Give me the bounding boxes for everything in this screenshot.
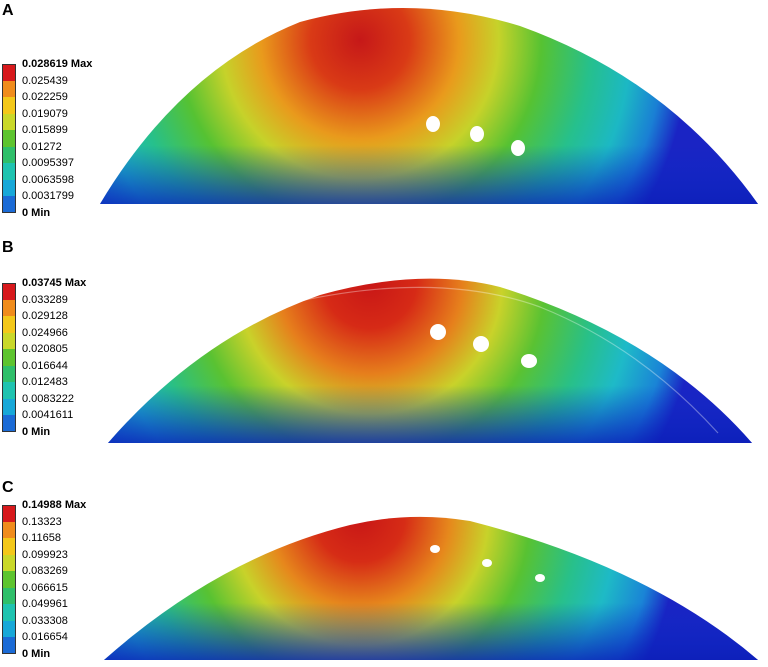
legend-label: 0.066615 (22, 581, 68, 594)
legend-swatch (2, 505, 16, 522)
hole (482, 559, 492, 567)
panel-c: C 0.14988 Max 0.13323 0.11658 0.099923 0.083… (0, 477, 768, 667)
legend-label: 0.029128 (22, 310, 68, 322)
legend-swatch (2, 382, 16, 399)
legend-label: 0.14988 Max (22, 499, 87, 511)
legend-label: 0.01272 (22, 140, 62, 153)
legend-swatch (2, 179, 16, 196)
legend-label: 0.016644 (22, 359, 68, 372)
legend-swatch (2, 604, 16, 621)
legend-label: 0.012483 (22, 376, 68, 388)
legend-swatch (2, 365, 16, 382)
legend-label: 0.0041611 (22, 409, 74, 421)
legend-label: 0.11658 (22, 532, 61, 544)
legend-label: 0.025439 (22, 74, 68, 87)
legend-label: 0.015899 (22, 124, 68, 136)
legend-label: 0.03745 Max (22, 277, 87, 289)
dome-contour-a (100, 7, 758, 204)
hole (430, 324, 446, 340)
legend-swatch (2, 332, 16, 349)
legend-label: 0.033289 (22, 293, 68, 306)
legend-label: 0.0063598 (22, 173, 74, 186)
legend-label: 0.033308 (22, 614, 68, 627)
dome-contour-c (104, 516, 758, 660)
legend-label: 0.016654 (22, 631, 68, 643)
legend-swatch (2, 97, 16, 114)
hole (521, 354, 537, 368)
legend-label: 0.019079 (22, 107, 68, 120)
legend-label: 0.083269 (22, 565, 68, 577)
legend-swatch (2, 80, 16, 97)
legend-label: 0.0095397 (22, 157, 74, 169)
legend-swatch (2, 415, 16, 432)
legend-label: 0 Min (22, 425, 51, 438)
legend-swatch (2, 64, 16, 81)
legend-label: 0.049961 (22, 598, 68, 610)
legend-swatch (2, 587, 16, 604)
legend-label: 0 Min (22, 206, 51, 219)
legend-swatch (2, 571, 16, 588)
dome-contour-b (108, 278, 752, 443)
legend-label: 0.13323 (22, 515, 62, 528)
legend-label: 0.024966 (22, 326, 68, 339)
legend-label: 0.028619 Max (22, 58, 93, 70)
legend-swatch (2, 130, 16, 147)
legend-swatch (2, 398, 16, 415)
legend-swatch (2, 620, 16, 637)
legend-swatch (2, 637, 16, 654)
legend-label: 0.099923 (22, 548, 68, 561)
hole (426, 116, 440, 132)
panel-label-b: B (2, 239, 14, 256)
legend-swatch (2, 283, 16, 300)
legend-swatch (2, 299, 16, 316)
hole (473, 336, 489, 352)
hole (535, 574, 545, 582)
panel-b: B 0.03745 Max 0.033289 0.029128 0.024966 0.0… (0, 237, 768, 452)
legend-swatch (2, 554, 16, 571)
panel-a: A 0.028619 Max 0.025439 0.022259 0.019079 0.… (0, 0, 768, 219)
legend-label: 0 Min (22, 647, 51, 660)
legend-label: 0.022259 (22, 91, 68, 103)
legend-label: 0.0031799 (22, 190, 74, 202)
legend-swatch (2, 113, 16, 130)
hole (511, 140, 525, 156)
legend-swatch (2, 521, 16, 538)
hole (430, 545, 440, 553)
legend-swatch (2, 163, 16, 180)
legend-swatch (2, 349, 16, 366)
legend-swatch (2, 146, 16, 163)
legend-swatch (2, 196, 16, 213)
hole (470, 126, 484, 142)
legend-label: 0.0083222 (22, 392, 74, 405)
legend-swatch (2, 316, 16, 333)
panel-label-c: C (2, 479, 14, 496)
legend-swatch (2, 538, 16, 555)
panel-label-a: A (2, 2, 14, 19)
legend-label: 0.020805 (22, 343, 68, 355)
